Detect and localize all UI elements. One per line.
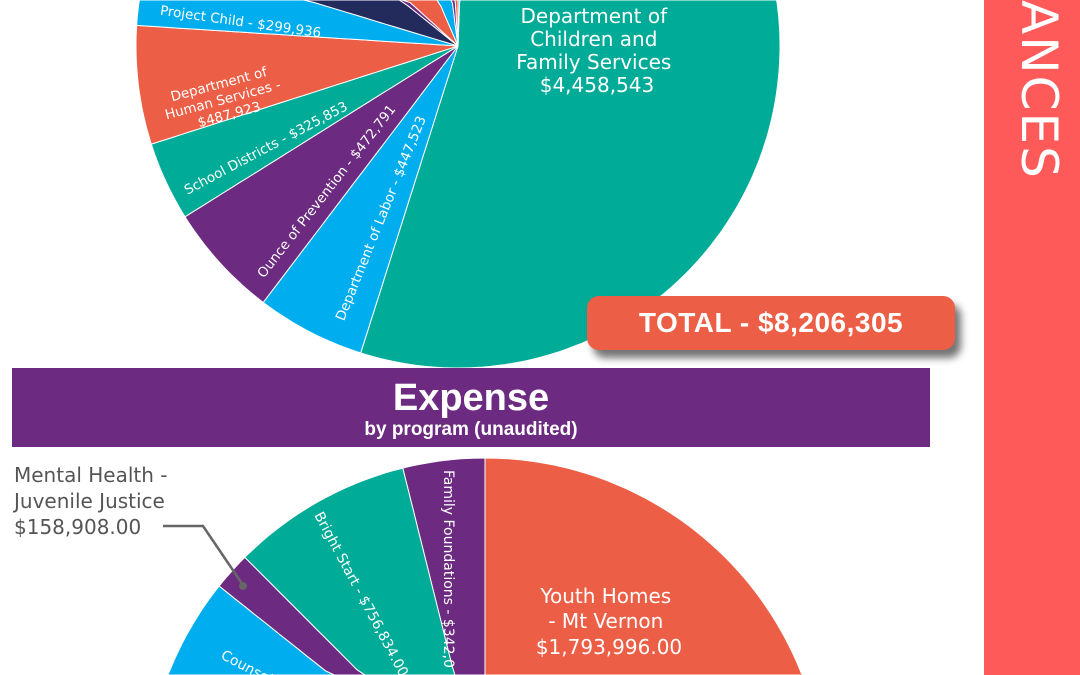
label-dcfs: Department of Children and Family Servic… [516, 4, 677, 97]
pie-slice-other-6 [149, 0, 459, 47]
pie-slice-other-8 [219, 0, 459, 47]
expense-header: Expense by program (unaudited) [12, 368, 930, 447]
expense-title: Expense [392, 377, 550, 419]
pie-slice-youth-homes [484, 457, 811, 675]
mental-health-leader-dot [239, 582, 247, 590]
label-mental-health: Mental Health - Juvenile Justice $158,90… [14, 462, 168, 540]
mental-health-line-2: Juvenile Justice [14, 489, 165, 513]
mental-health-line-1: Mental Health - [14, 463, 168, 487]
total-badge: TOTAL - $8,206,305 [587, 296, 955, 350]
pie-slice-other-9 [331, 0, 459, 47]
pie-slice-mental-health-juvenile-justice [218, 556, 485, 675]
expense-subtitle: by program (unaudited) [364, 419, 578, 440]
side-title: ANCES [1010, 0, 1060, 180]
side-title-text: ANCES [1010, 0, 1060, 180]
pie-slice-counseling [145, 585, 485, 675]
revenue-pie [135, 0, 781, 369]
pie-slice-other-10 [416, 0, 459, 47]
label-youth-homes: Youth Homes - Mt Vernon $1,793,996.00 [536, 584, 682, 659]
pie-slice-department-of-children-and-family-services [360, 0, 781, 369]
mental-health-line-3: $158,908.00 [14, 515, 142, 539]
expense-pie [145, 457, 825, 675]
side-title-band [984, 0, 1080, 675]
pie-slice-family-foundations [402, 457, 486, 675]
label-family-foundations: Family Foundations - $342,0 [440, 470, 456, 668]
pie-slice-other-12 [457, 0, 470, 47]
pie-slice-other-11 [438, 0, 459, 47]
mental-health-leader-line [163, 524, 245, 586]
